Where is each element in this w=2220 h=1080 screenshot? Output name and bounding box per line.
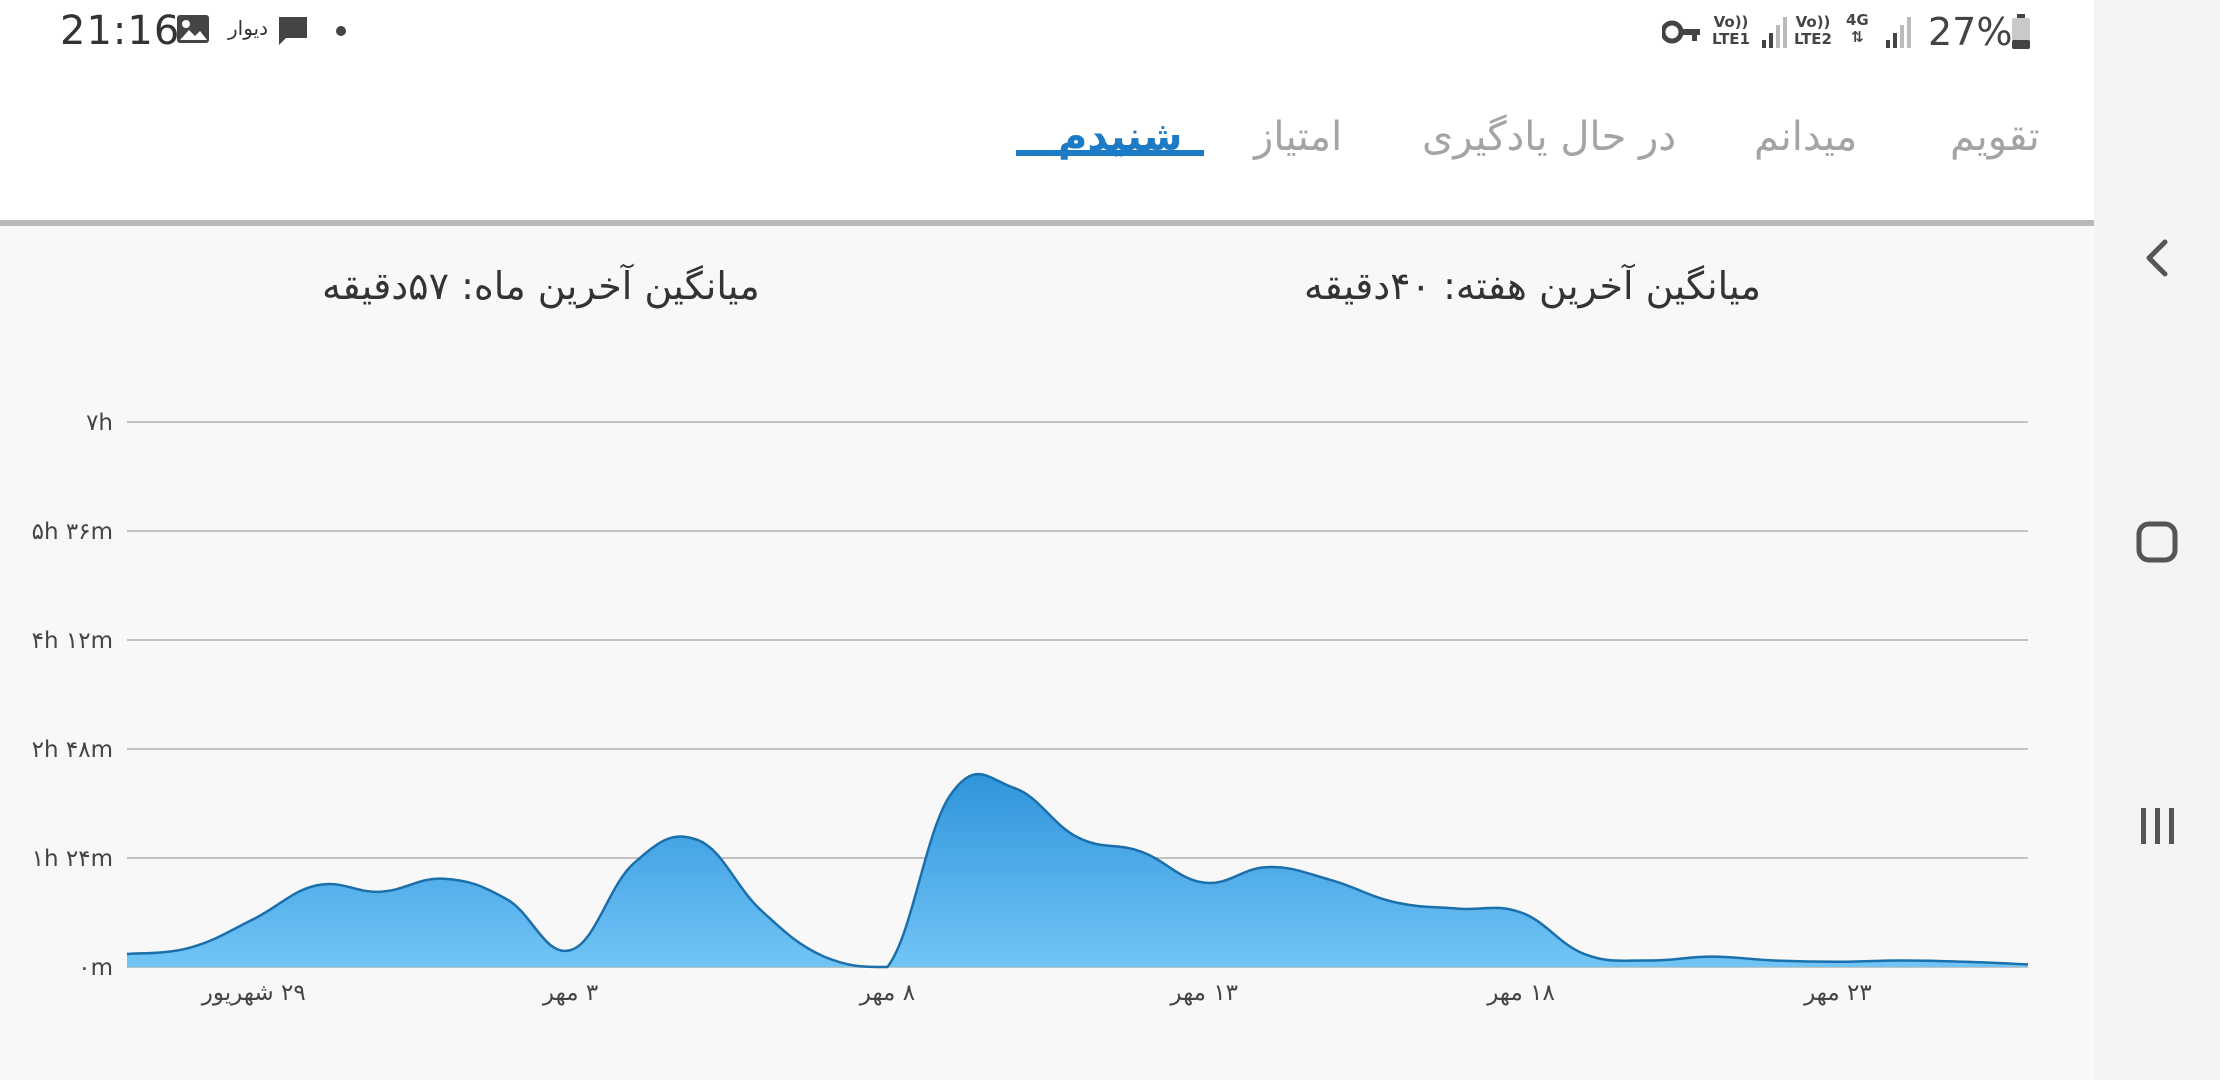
y-tick-label: ۲h ۴۸m — [32, 737, 113, 763]
battery-icon — [2010, 14, 2032, 54]
x-tick-label: ۲۳ مهر — [1803, 980, 1872, 1006]
status-bar: 21:16 دیوار Vo)) LTE1 Vo)) LTE2 4G ⇅ 27% — [0, 0, 2094, 64]
tab-score[interactable]: امتیاز — [1254, 114, 1343, 160]
recents-icon[interactable] — [2127, 796, 2187, 860]
tab-bar: تقویم میدانم در حال یادگیری امتیاز شنیدم — [0, 64, 2094, 220]
x-tick-label: ۸ مهر — [859, 980, 915, 1006]
tab-learning[interactable]: در حال یادگیری — [1422, 114, 1677, 160]
back-icon[interactable] — [2127, 228, 2187, 292]
y-tick-label: ۱h ۲۴m — [32, 846, 113, 872]
tab-divider — [0, 220, 2094, 226]
x-tick-label: ۲۹ شهریور — [201, 980, 306, 1006]
x-tick-label: ۱۸ مهر — [1486, 980, 1555, 1006]
y-tick-label: ۰m — [78, 955, 113, 981]
active-tab-indicator — [1016, 150, 1204, 156]
tab-calendar[interactable]: تقویم — [1950, 114, 2040, 160]
navigation-bar — [2094, 0, 2220, 1080]
y-tick-label: ۷h — [86, 410, 113, 436]
sim1-label: Vo)) LTE1 — [1712, 13, 1750, 48]
listening-time-chart: ۰m ۱h ۲۴m ۲h ۴۸m ۴h ۱۲m ۵h ۳۶m ۷h ۲۹ شهریور ۳ م… — [32, 410, 2029, 1006]
status-time: 21:16 — [60, 8, 181, 54]
y-tick-label: ۴h ۱۲m — [32, 628, 113, 654]
notification-app-name: دیوار — [228, 16, 269, 40]
message-icon — [276, 14, 310, 52]
y-tick-label: ۵h ۳۶m — [32, 519, 113, 545]
network-type: 4G ⇅ — [1846, 11, 1869, 46]
area-series-outline — [126, 772, 2029, 969]
monthly-average-label: میانگین آخرین ماه: ۵۷دقیقه — [322, 264, 760, 308]
key-icon — [1660, 18, 1702, 50]
x-tick-label: ۳ مهر — [542, 980, 598, 1006]
home-icon[interactable] — [2127, 512, 2187, 576]
signal-icon-2 — [1884, 16, 1912, 52]
sim2-label: Vo)) LTE2 — [1794, 13, 1832, 48]
area-series — [127, 774, 2028, 967]
image-icon — [176, 14, 210, 48]
x-tick-label: ۱۳ مهر — [1169, 980, 1238, 1006]
signal-icon — [1760, 16, 1788, 52]
more-notifications-dot — [336, 26, 346, 36]
battery-percent: 27% — [1928, 10, 2013, 54]
weekly-average-label: میانگین آخرین هفته: ۴۰دقیقه — [1304, 264, 1761, 308]
tab-known[interactable]: میدانم — [1754, 114, 1858, 160]
